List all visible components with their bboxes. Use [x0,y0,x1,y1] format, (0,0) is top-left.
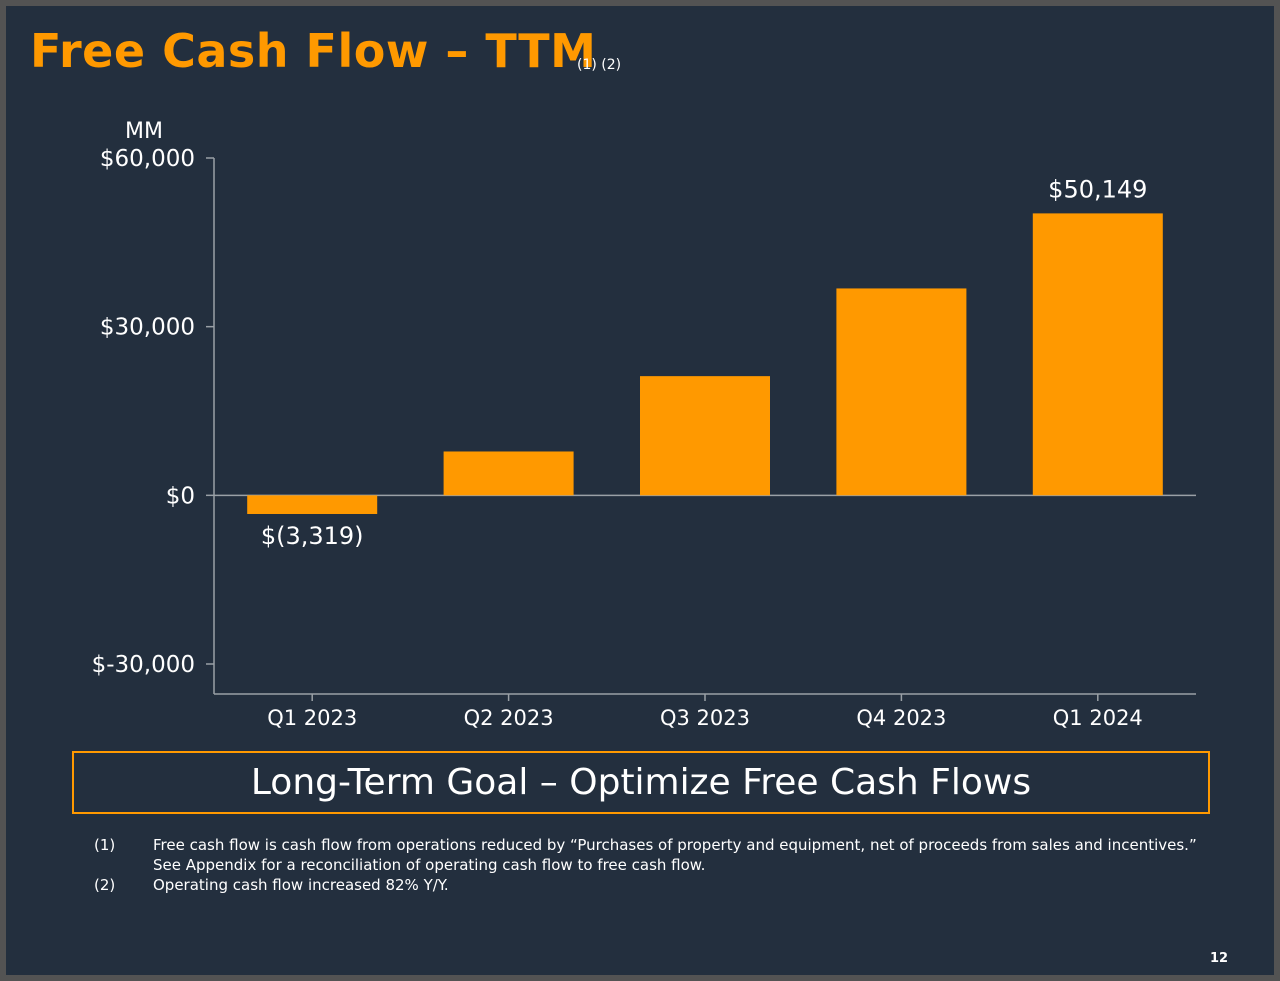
x-tick-label: Q1 2023 [267,706,357,730]
y-tick-label: $30,000 [100,315,195,341]
page-number: 12 [1210,951,1229,966]
footnote-1-number: (1) [94,836,116,854]
x-tick-label: Q3 2023 [660,706,750,730]
bar-q3-2023 [640,376,770,496]
footnote-1-line-1: Free cash flow is cash flow from operati… [153,836,1197,854]
bar-q1-2023 [247,495,378,514]
bar-q4-2023 [836,288,967,496]
footnote-2-number: (2) [94,876,116,894]
data-label: $(3,319) [261,522,364,550]
footnote-1-line-2: See Appendix for a reconciliation of ope… [153,856,706,874]
x-tick-label: Q1 2024 [1053,706,1143,730]
slide: Free Cash Flow – TTM (1) (2) MM $60,000 $… [6,6,1274,975]
goal-text: Long-Term Goal – Optimize Free Cash Flow… [250,762,1032,803]
bar-q1-2024 [1032,213,1163,496]
y-axis-unit-label: MM [125,119,163,144]
footnote-2-line-1: Operating cash flow increased 82% Y/Y. [153,876,449,894]
y-tick-label: $-30,000 [92,652,195,678]
y-tick-label: $60,000 [100,146,195,172]
free-cash-flow-chart: MM $60,000 $30,000 $0 $-30,000 Q1 2023 $(3,3… [92,119,1196,730]
title-footnote-refs: (1) (2) [577,57,622,73]
x-tick-label: Q4 2023 [856,706,946,730]
bar-q2-2023 [443,451,574,496]
goal-banner: Long-Term Goal – Optimize Free Cash Flow… [72,751,1210,814]
slide-title: Free Cash Flow – TTM [30,24,597,78]
data-label: $50,149 [1048,175,1147,203]
x-tick-label: Q2 2023 [464,706,554,730]
y-tick-label: $0 [166,483,195,509]
